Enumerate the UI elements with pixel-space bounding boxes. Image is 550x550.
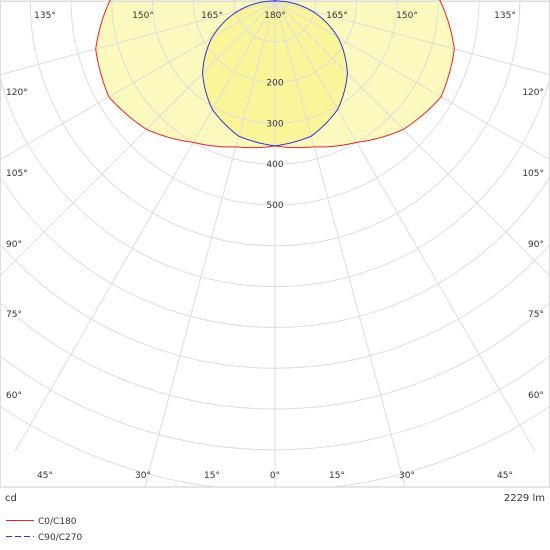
angle-label-bottom: 15° [204,471,220,481]
angle-label-top: 165° [201,11,223,21]
grid-spoke [0,0,276,277]
angle-label-bottom: 45° [497,471,513,481]
grid-spoke [14,0,276,452]
grid-spoke [0,0,276,161]
unit-label: cd [5,493,17,504]
curve-lines [95,0,455,149]
angle-label-right: 90° [528,240,544,250]
radial-tick-labels: 200 300 400 500 [266,79,283,211]
grid-spoke [274,0,550,161]
radial-tick-label: 500 [266,201,283,211]
angle-label-top: 150° [132,11,154,21]
radial-tick-label: 200 [266,79,283,89]
angle-label-right: 120° [522,88,544,98]
angle-label-top: 135° [494,11,516,21]
polar-grid [0,0,550,487]
radial-tick-label: 300 [266,119,283,129]
angle-label-top: 135° [34,11,56,21]
angle-label-right: 60° [528,391,544,401]
angle-label-top: 180° [264,11,286,21]
radial-tick-label: 400 [266,160,283,170]
grid-spoke [274,0,536,452]
curve-line-c0-c180 [95,0,455,149]
angle-label-left: 120° [6,88,28,98]
angle-label-bottom: 0° [270,471,280,481]
grid-spoke [0,0,276,76]
angle-label-left: 75° [6,310,22,320]
grid-spoke [274,0,406,487]
angle-label-left: 90° [6,240,22,250]
angle-label-bottom: 30° [399,471,415,481]
angle-label-bottom: 15° [329,471,345,481]
angle-label-bottom: 30° [135,471,151,481]
angle-label-top: 150° [396,11,418,21]
curve-line-c90-c270 [202,0,348,147]
legend: C0/C180 C90/C270 [6,517,83,543]
legend-label-c90-c270: C90/C270 [38,533,83,543]
angle-label-right: 105° [522,169,544,179]
grid-spoke [274,0,550,277]
legend-label-c0-c180: C0/C180 [38,517,77,527]
angle-labels: 45° 30° 15° 0° 15° 30° 45° 60° 75° 90° 105° 120° 60°… [6,11,544,481]
angle-label-left: 60° [6,391,22,401]
grid-spoke [274,0,550,76]
angle-label-bottom: 45° [37,471,53,481]
grid-spoke [144,0,276,487]
luminous-flux-label: 2229 lm [504,493,545,504]
angle-label-left: 105° [6,169,28,179]
angle-label-right: 75° [528,310,544,320]
angle-label-top: 165° [326,11,348,21]
